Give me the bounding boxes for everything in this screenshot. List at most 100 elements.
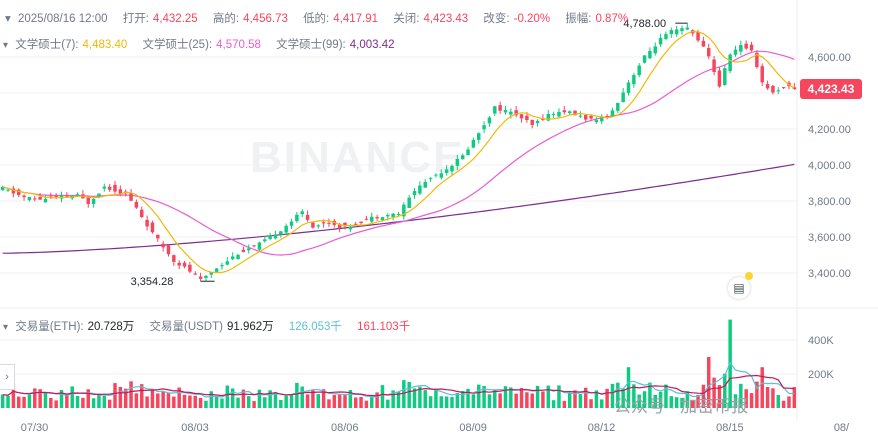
change-value: -0.20% (513, 13, 551, 25)
candle-body (353, 223, 358, 225)
volume-bar (412, 388, 417, 408)
volume-bar (156, 393, 160, 408)
volume-bar (332, 394, 337, 408)
ma99-path (2, 163, 795, 254)
volume-bar (391, 390, 395, 408)
candle-body (16, 189, 21, 196)
volume-bar (696, 395, 700, 408)
candle-body (193, 273, 197, 275)
candle-body (129, 193, 133, 201)
candle-body (450, 165, 454, 172)
volume-bar (236, 397, 240, 408)
time-axis[interactable]: 07/30 08/03 08/06 08/09 08/12 08/15 08/ (21, 422, 850, 434)
candle-body (54, 195, 58, 197)
chevron-down-icon[interactable]: ▾ (3, 322, 9, 333)
volume-bar (723, 373, 727, 408)
volume-bar (664, 384, 668, 408)
volume-bar (386, 399, 390, 408)
candle-body (519, 114, 524, 119)
volume-bar (402, 380, 406, 408)
candle-body (418, 185, 422, 194)
candle-body (728, 54, 732, 72)
notification-dot (745, 272, 753, 280)
candle-body (509, 111, 513, 115)
ma25-label: 文学硕士(25): (142, 39, 213, 51)
candle-body (744, 43, 748, 49)
volume-bar (54, 400, 58, 408)
volume-bar (578, 394, 583, 408)
volume-bar (658, 391, 663, 408)
candle-body (118, 189, 123, 194)
volume-bar (22, 396, 26, 408)
candle-body (482, 125, 486, 130)
candle-body (621, 92, 625, 103)
volume-bar (765, 387, 770, 408)
volume-bar (353, 397, 358, 408)
candle-body (375, 216, 379, 219)
volume-bar (198, 397, 203, 408)
volume-bar (637, 394, 641, 408)
candle-body (182, 262, 187, 267)
volume-bar (755, 381, 759, 408)
volume-bar (123, 388, 128, 408)
volume-axis: 200K 400K (808, 335, 834, 381)
volume-bar (460, 391, 465, 408)
candle-body (439, 173, 444, 178)
volume-bar (65, 394, 69, 408)
volume-bar (300, 386, 304, 408)
volume-bar (86, 389, 90, 408)
volume-eth-value: 20.728万 (87, 321, 135, 333)
volume-bar (81, 397, 85, 408)
volume-bar (707, 357, 711, 408)
candle-body (145, 219, 149, 227)
collapse-icon[interactable]: ▾ (5, 13, 11, 25)
volume-ma10-path (2, 374, 795, 397)
volume-bar (241, 389, 246, 408)
calendar-icon[interactable]: ▤ (728, 277, 750, 299)
volume-bar (172, 396, 176, 408)
volume-bar (129, 381, 133, 408)
candle-body (723, 68, 727, 86)
volume-bar (263, 397, 267, 408)
chevron-down-icon[interactable]: ▾ (3, 40, 9, 51)
candle-body (648, 50, 652, 59)
candle-body (188, 264, 192, 272)
candle-body (11, 188, 16, 194)
volume-bar (685, 391, 690, 408)
candle-body (268, 235, 272, 239)
candle-body (321, 222, 326, 224)
candle-body (642, 55, 647, 63)
y-tick-label: 4,200.00 (808, 124, 851, 136)
current-price-tag: 4,423.43 (800, 78, 862, 99)
volume-bar (33, 388, 37, 408)
date-label: 2025/08/16 12:00 (17, 13, 108, 25)
candle-body (0, 186, 5, 191)
candle-body (632, 75, 636, 85)
candle-body (535, 120, 540, 124)
expand-arrow-icon[interactable]: › (0, 364, 15, 390)
candle-body (712, 59, 716, 73)
candle-body (27, 196, 32, 201)
candle-body (198, 276, 203, 279)
volume-bar (6, 395, 10, 408)
candle-body (487, 117, 492, 124)
candle-body (755, 52, 759, 68)
x-tick-label: 08/ (834, 422, 850, 434)
x-tick-label: 07/30 (21, 422, 49, 434)
volume-bar (75, 395, 80, 408)
candle-body (140, 209, 144, 217)
close-label: 关闭: (393, 13, 420, 25)
volume-bar (113, 383, 117, 408)
ohlc-legend: ▾ 2025/08/16 12:00 打开: 4,432.25 高的: 4,456.… (0, 10, 632, 26)
volume-bar (669, 396, 674, 408)
volume-ma10-value: 161.103千 (357, 321, 411, 333)
candle-body (792, 87, 797, 89)
y-tick-label: 4,600.00 (808, 52, 851, 64)
volume-bar (610, 383, 615, 408)
low-price-label: 3,354.28 (131, 276, 174, 288)
candle-body (327, 222, 331, 224)
volume-bar (434, 388, 438, 408)
volume-bar (43, 392, 48, 408)
candle-body (765, 84, 770, 89)
